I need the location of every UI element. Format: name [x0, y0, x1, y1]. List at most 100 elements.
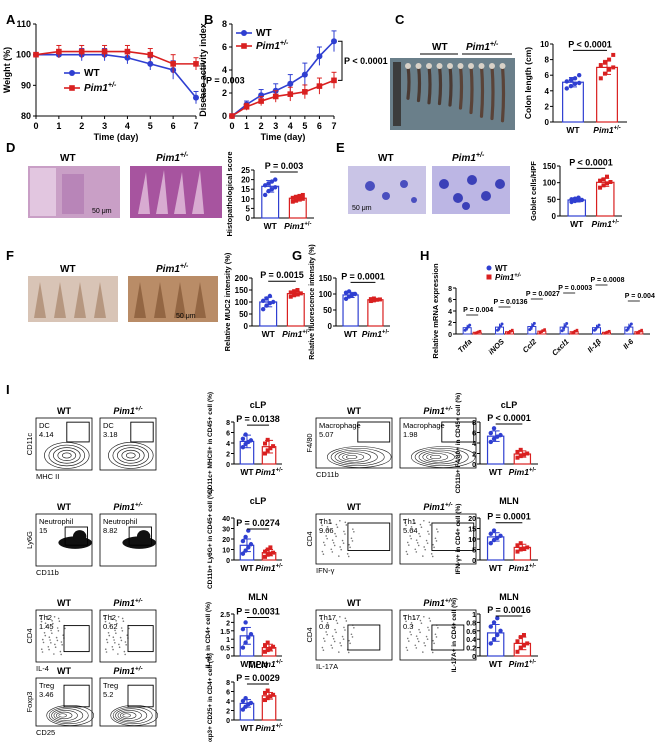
data-point — [574, 329, 577, 333]
data-point — [331, 77, 337, 84]
data-point — [290, 195, 295, 200]
data-point — [248, 700, 254, 706]
event-dot — [330, 522, 332, 524]
data-point — [638, 329, 642, 333]
data-point — [243, 640, 248, 645]
event-dot — [423, 519, 425, 522]
event-dot — [55, 636, 58, 639]
scale-bar-e: 50 μm — [352, 205, 372, 212]
data-point — [488, 541, 493, 546]
data-point — [229, 113, 235, 119]
histology-d-wt — [28, 166, 120, 218]
event-dot — [347, 651, 350, 654]
event-dot — [346, 553, 349, 555]
event-dot — [433, 642, 435, 645]
event-dot — [116, 622, 118, 625]
event-dot — [125, 644, 127, 646]
gate-label: Macrophage — [403, 421, 445, 430]
scale-bar-d: 50 μm — [92, 208, 112, 215]
data-point — [288, 290, 293, 295]
category-label: Ccl2 — [521, 336, 539, 354]
data-point — [266, 188, 271, 194]
contour-line — [342, 453, 365, 461]
chart-I-Th1: 0 5 10 15 20 IFN-γ+ in CD4+ cell (%) WT Pim1+/-… — [455, 496, 538, 574]
y-tick-label: 2 — [226, 709, 230, 716]
panel-letter-b: B — [204, 12, 213, 27]
data-point — [240, 445, 246, 450]
gate-label: DC — [103, 421, 114, 430]
event-dot — [120, 627, 123, 629]
y-tick-label: 2 — [226, 620, 230, 627]
gate-label: Macrophage — [319, 421, 361, 430]
y-axis-label: IFN-γ+ in CD4+ cell (%) — [455, 504, 462, 575]
event-dot — [432, 543, 434, 546]
event-dot — [344, 629, 346, 631]
event-dot — [341, 539, 344, 542]
event-dot — [414, 522, 416, 524]
event-dot — [106, 641, 109, 644]
y-tick-label: 100 — [16, 50, 31, 60]
contour-line — [48, 444, 86, 467]
data-point — [572, 196, 578, 201]
y-tick-label: 4 — [545, 87, 550, 96]
event-dot — [320, 521, 322, 524]
event-dot — [120, 639, 123, 642]
flow-neu-y-marker: Ly6G — [25, 531, 34, 549]
chart-title: MLN — [499, 496, 519, 506]
category-label: WT — [570, 219, 584, 229]
event-dot — [409, 631, 411, 633]
x-tick-label: 7 — [331, 121, 336, 131]
y-tick-label: 100 — [235, 298, 249, 307]
data-point — [266, 181, 271, 186]
data-point — [287, 91, 294, 97]
flow-th1-pim-title: Pim1+/- — [423, 502, 452, 513]
flow-th2-y-marker: CD4 — [25, 628, 34, 643]
data-point — [515, 549, 520, 554]
event-dot — [39, 618, 42, 620]
y-axis-label: CD11c+ MHCII+ in CD45+ cell (%) — [207, 392, 214, 494]
cecum — [415, 63, 422, 69]
event-dot — [351, 540, 354, 542]
data-point — [603, 332, 607, 335]
category-label: Pim1+/- — [362, 329, 389, 339]
event-dot — [124, 653, 126, 656]
y-axis-label: Goblet cells/HPF — [529, 161, 538, 221]
flow-th1-x-marker: IFN-γ — [316, 566, 335, 575]
event-dot — [340, 548, 343, 551]
data-point — [243, 104, 250, 110]
event-dot — [349, 642, 351, 645]
event-dot — [410, 622, 413, 624]
data-point — [297, 196, 302, 201]
data-point — [602, 71, 607, 76]
event-dot — [423, 642, 425, 644]
chart-I-Th17: 00.2 0.40.6 0.81 IL-17A+ in CD4+ cell (%) WT… — [451, 592, 538, 672]
data-point — [515, 543, 520, 548]
p-value: P = 0.0001 — [487, 512, 531, 522]
data-point — [298, 291, 303, 296]
category-label: WT — [262, 329, 276, 339]
event-dot — [58, 620, 61, 622]
data-point — [498, 432, 503, 438]
event-dot — [109, 625, 112, 627]
data-point — [263, 690, 268, 695]
y-axis-label: IL-4+ in CD4+ cell (%) — [205, 602, 212, 668]
gate-box — [357, 421, 391, 443]
event-dot — [336, 526, 339, 529]
y-tick-label: 4 — [226, 699, 230, 706]
chart-title: cLP — [250, 496, 267, 506]
flow-dc-pim-title: Pim1+/- — [113, 406, 142, 417]
y-axis-label: Disease activity index — [198, 23, 208, 117]
data-point — [518, 541, 523, 546]
event-dot — [405, 646, 408, 649]
y-tick-label: 10 — [222, 548, 230, 555]
flow-neu-pim-title: Pim1+/- — [113, 502, 142, 513]
y-tick-label: 0 — [328, 322, 333, 331]
p-value: P < 0.0001 — [344, 56, 388, 66]
flow-dc-y-marker: CD11c — [25, 433, 34, 456]
data-point — [468, 323, 472, 327]
